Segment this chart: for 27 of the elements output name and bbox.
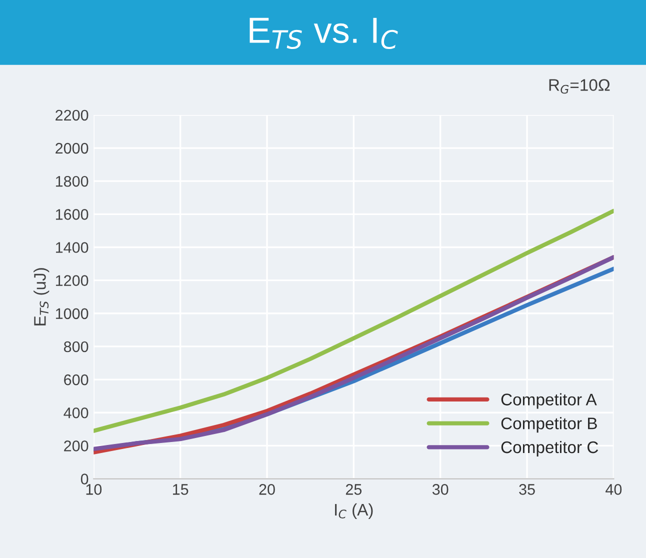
y-tick-label: 1400	[56, 242, 88, 253]
x-axis-title: I$_{C}$ (A)	[335, 503, 373, 519]
y-tick-label: 0	[80, 474, 88, 484]
x-tick-label: 15	[173, 484, 188, 495]
y-tick-label: 2000	[56, 142, 88, 154]
text: R$_{G}$=10Ω	[549, 79, 610, 94]
x-tick-label: 30	[432, 484, 448, 495]
x-tick-label: 20	[259, 484, 275, 495]
y-tick-label: 800	[64, 341, 88, 352]
legend-label: Competitor A	[501, 393, 597, 409]
y-tick-label: 200	[64, 440, 88, 452]
line-series	[94, 208, 614, 433]
y-tick-label: 1200	[56, 275, 88, 286]
y-tick-label: 400	[64, 407, 88, 418]
y-tick-label: 600	[64, 374, 88, 386]
y-axis-title: E$_{TS}$ (uJ)	[34, 268, 50, 326]
chart-title: E$_{TS}$ vs. I$_{C}$	[250, 18, 398, 50]
y-tick-label: 1800	[56, 176, 88, 187]
y-tick-label: 2200	[56, 110, 88, 121]
x-tick-label: 10	[86, 484, 102, 495]
y-tick-label: 1600	[56, 209, 88, 220]
x-tick-label: 25	[346, 484, 362, 495]
x-tick-label: 40	[606, 484, 622, 495]
y-tick-label: 1000	[56, 308, 88, 320]
legend-label: Competitor C	[501, 440, 598, 456]
legend-label: Competitor B	[501, 417, 597, 433]
x-tick-label: 35	[519, 484, 535, 495]
